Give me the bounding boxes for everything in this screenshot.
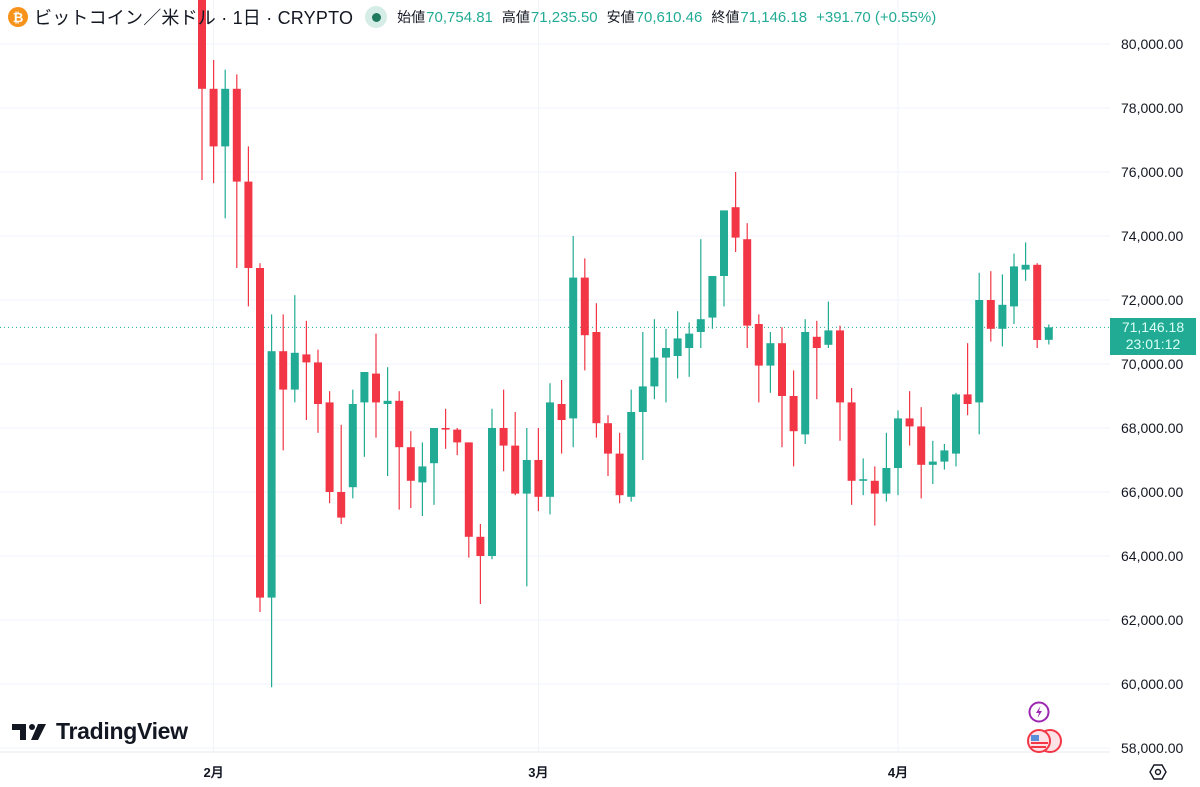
price-axis-label: 60,000.00: [1121, 676, 1184, 692]
price-axis-label: 70,000.00: [1121, 356, 1184, 372]
open-label: 始値: [397, 9, 426, 25]
price-axis-label: 66,000.00: [1121, 484, 1184, 500]
price-axis-label: 72,000.00: [1121, 292, 1184, 308]
current-price-value: 71,146.18: [1121, 319, 1185, 335]
tradingview-logo-text: TradingView: [56, 718, 188, 744]
price-axis-label: 76,000.00: [1121, 164, 1184, 180]
chart-settings-button[interactable]: [1148, 762, 1168, 782]
price-axis-label: 62,000.00: [1121, 612, 1184, 628]
candles: [198, 0, 1053, 688]
tradingview-logo-icon: [12, 723, 46, 740]
price-axis-label: 74,000.00: [1121, 228, 1184, 244]
close-label: 終値: [711, 9, 740, 25]
us-economic-events-icon[interactable]: [1024, 728, 1064, 754]
price-axis-label: 64,000.00: [1121, 548, 1184, 564]
price-axis-label: 68,000.00: [1121, 420, 1184, 436]
low-label: 安値: [606, 9, 635, 25]
chart-grid: [0, 0, 1110, 753]
low-value: 70,610.46: [635, 8, 703, 26]
gear-icon: [1149, 764, 1167, 780]
open-value: 70,754.81: [426, 8, 493, 26]
market-status-indicator[interactable]: [365, 6, 388, 28]
time-axis-label: 4月: [887, 765, 909, 780]
price-axis-label: 78,000.00: [1121, 100, 1184, 116]
current-price-tag: 71,146.18 23:01:12: [1110, 318, 1196, 355]
high-value: 71,235.50: [530, 8, 598, 26]
close-value: 71,146.18: [740, 8, 808, 26]
tradingview-logo[interactable]: TradingView: [12, 718, 188, 745]
price-change: +391.70 (+0.55%): [816, 8, 937, 26]
lightning-event-icon[interactable]: [1028, 701, 1050, 723]
symbol-header: ₿ ビットコイン／米ドル · 1日 · CRYPTO 始値 70,754.81 …: [8, 4, 936, 30]
symbol-title[interactable]: ビットコイン／米ドル · 1日 · CRYPTO: [34, 8, 354, 28]
market-open-dot: [371, 12, 381, 22]
bitcoin-icon: ₿: [8, 7, 28, 27]
price-axis-label: 80,000.00: [1121, 36, 1184, 52]
bar-countdown: 23:01:12: [1125, 336, 1181, 352]
price-axis-label: 58,000.00: [1121, 740, 1184, 756]
time-axis-label: 3月: [528, 765, 549, 780]
high-label: 高値: [501, 9, 530, 25]
time-axis-label: 2月: [203, 765, 224, 780]
